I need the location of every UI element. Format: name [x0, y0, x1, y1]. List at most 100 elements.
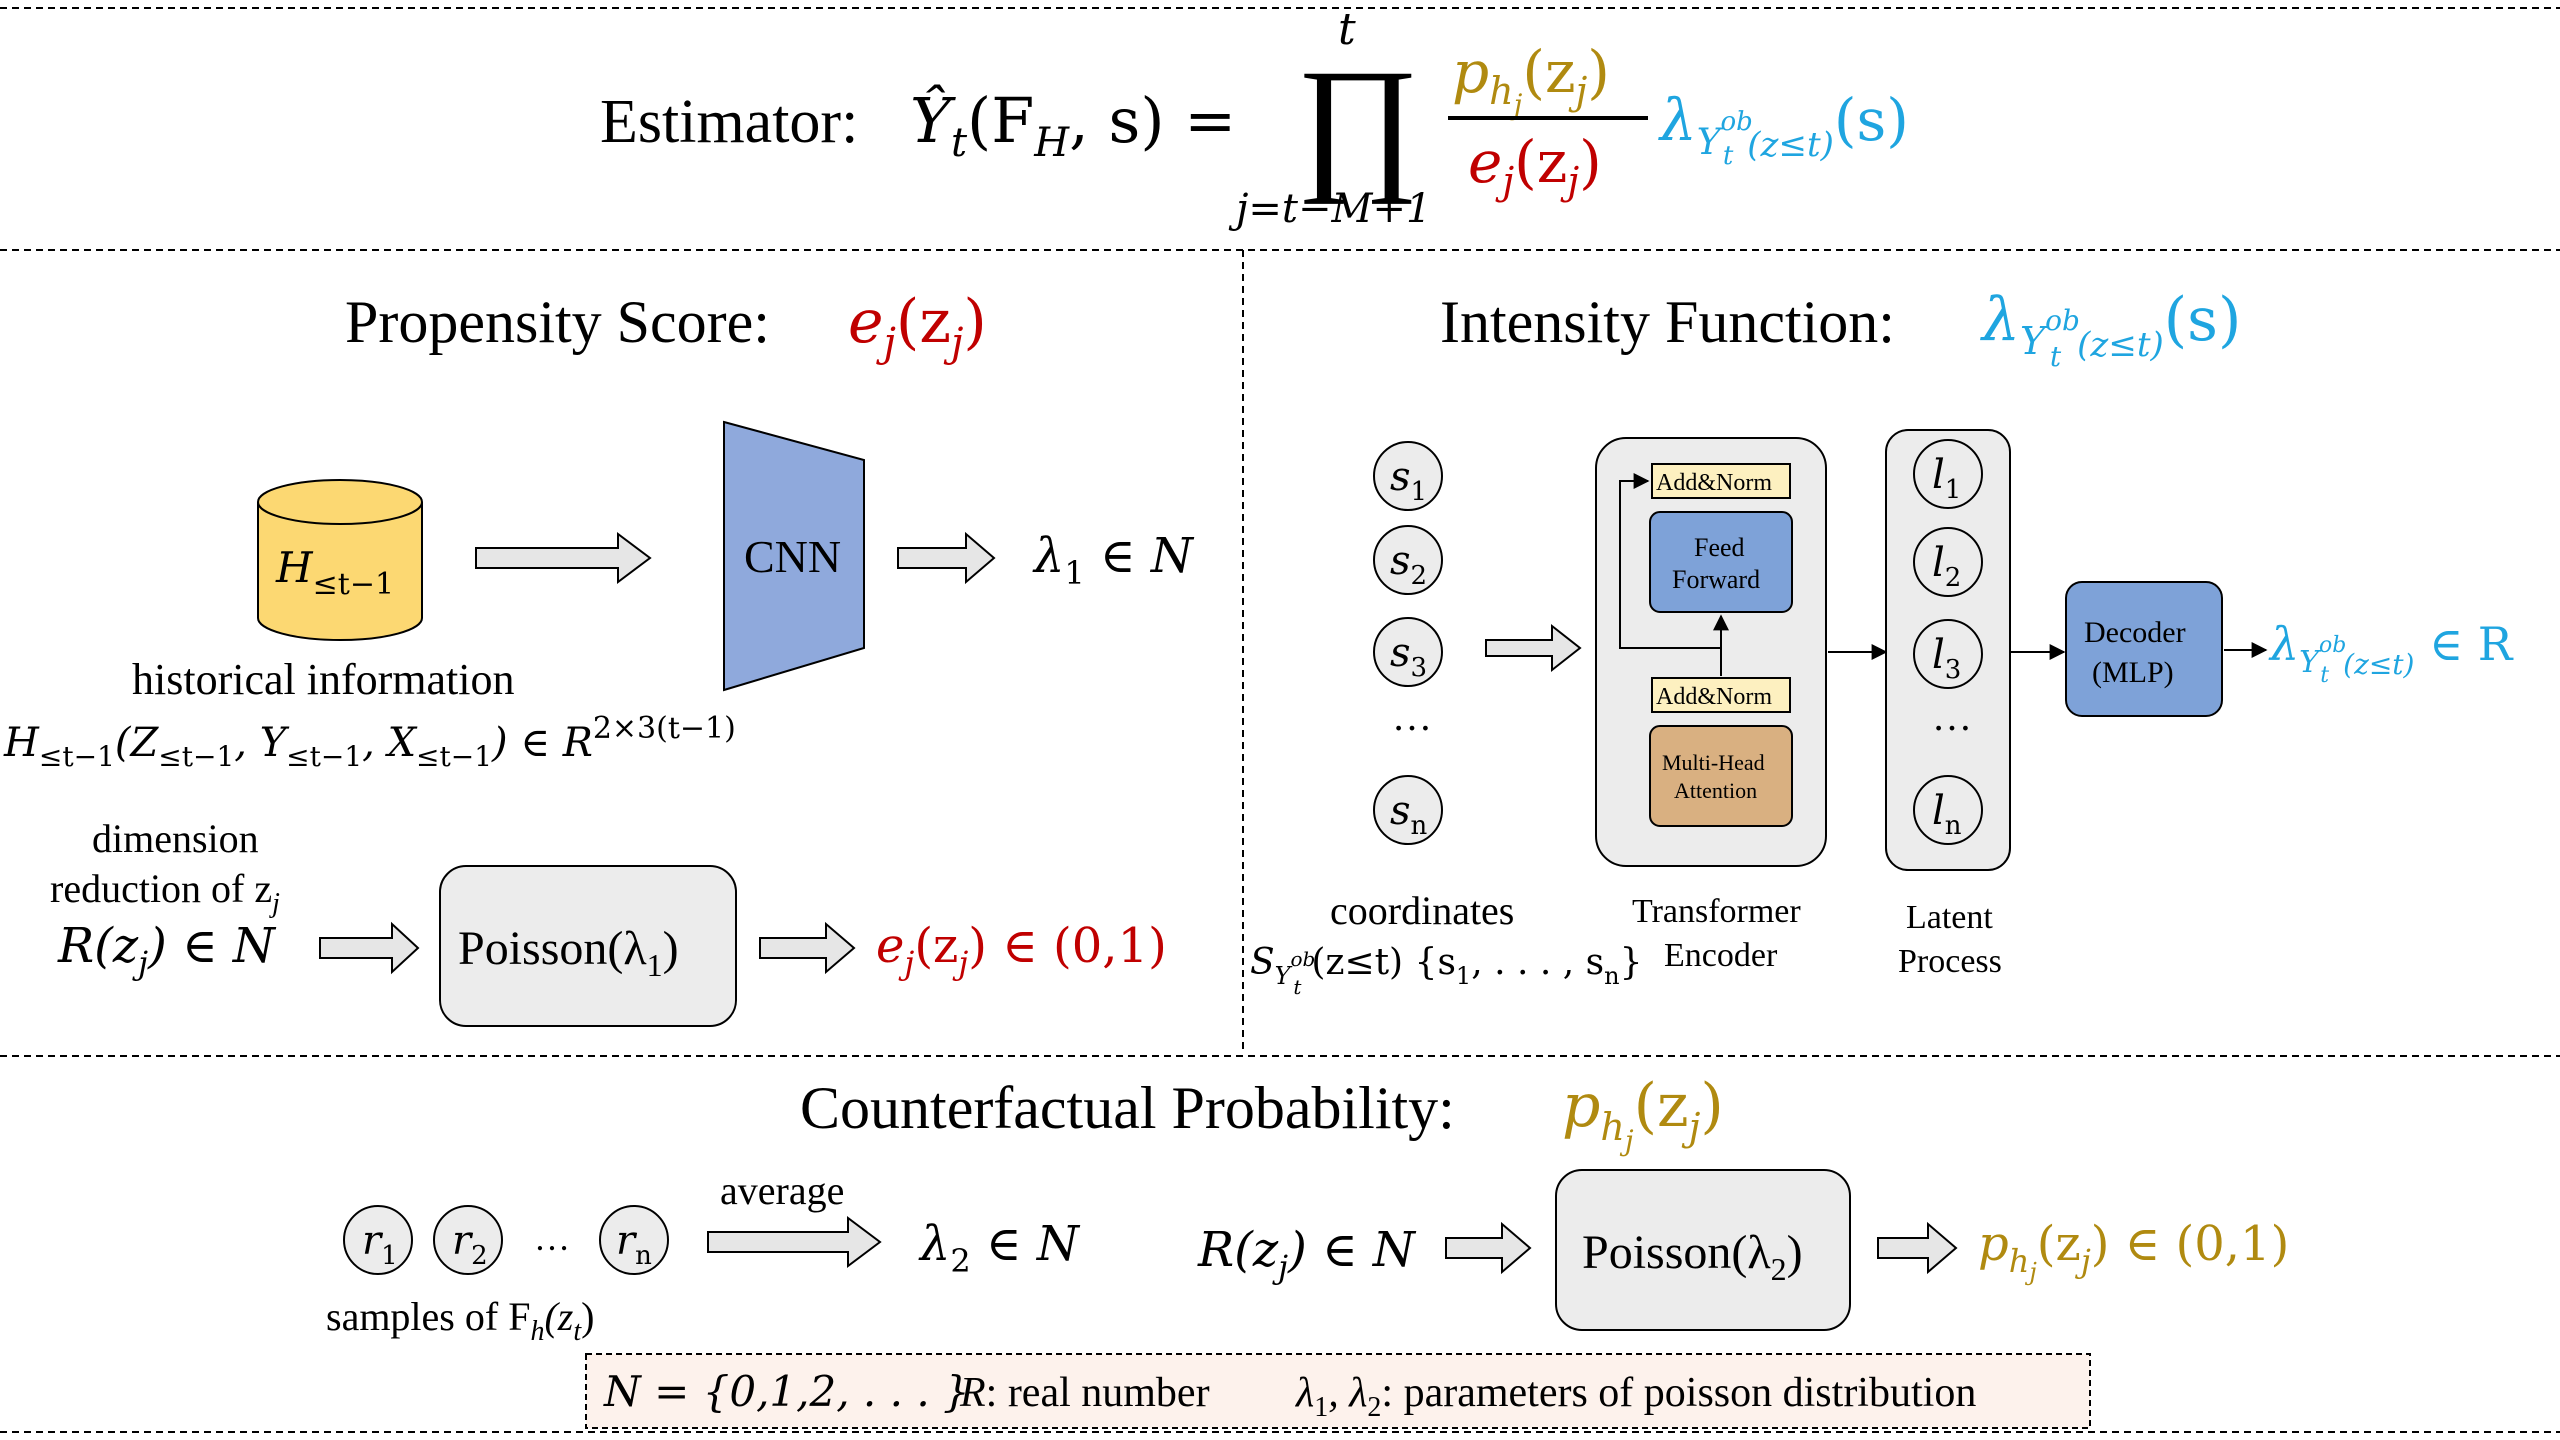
sample-label-rn: rn [616, 1218, 652, 1271]
mha-line2: Attention [1674, 778, 1757, 803]
feed-forward-line1: Feed [1694, 533, 1745, 562]
decoder-line2: (MLP) [2092, 656, 2174, 689]
dimension-line2: reduction of zj [50, 866, 280, 919]
multi-head-attention-block [1649, 725, 1793, 827]
addnorm-top [1651, 463, 1791, 499]
sample-node-rn [599, 1205, 669, 1275]
feed-forward-block [1649, 511, 1793, 613]
arrow-to-ph [1877, 1221, 1958, 1275]
estimator-label: Estimator: [600, 88, 858, 156]
product-lower: j=t−M+1 [1228, 186, 1431, 232]
latent-label-l1: l1 [1932, 452, 1961, 505]
propensity-section: Propensity Score: ej(zj) H≤t−1 CNN λ1 ∈ … [3, 287, 1195, 1027]
coordinates-formula: SYob t(z≤t) {s1, . . . , sn} [1250, 942, 1643, 999]
estimator-denominator: ej(zj) [1468, 128, 1602, 203]
historical-info-label: historical information [132, 655, 514, 704]
arrow-average [707, 1216, 882, 1268]
input-label-s2: s2 [1390, 538, 1427, 591]
feed-forward-line2: Forward [1672, 565, 1760, 594]
sample-label-r2: r2 [452, 1218, 488, 1271]
coordinates-label: coordinates [1330, 888, 1514, 933]
intensity-title: Intensity Function: [1440, 289, 1895, 355]
encoder-caption-line1: Transformer [1632, 893, 1801, 930]
counterfactual-title-math: phj(zj) [1562, 1071, 1724, 1157]
latent-caption-line1: Latent [1906, 899, 1993, 936]
counterfactual-section: Counterfactual Probability: phj(zj) r1 r… [326, 1071, 2289, 1347]
legend-n-def: N = {0,1,2, . . . } [603, 1367, 970, 1416]
sample-node-r2 [433, 1205, 503, 1275]
counterfactual-rz: R(zj) ∈ N [1197, 1222, 1417, 1286]
intensity-section: Intensity Function: λYob t (z≤t)(s) s1 s2 … [1250, 285, 2514, 999]
latent-ellipsis: … [1932, 694, 1972, 739]
decoder-block [2065, 581, 2223, 717]
legend-r-def: R: real number [959, 1370, 1210, 1416]
latent-label-l2: l2 [1932, 540, 1961, 593]
arrow-to-poisson1 [319, 921, 420, 975]
addnorm-top-label: Add&Norm [1656, 470, 1772, 496]
sample-node-r1 [343, 1205, 413, 1275]
encoder-caption-line2: Encoder [1664, 937, 1778, 974]
input-coordinates: s1 s2 s3 … sn [1373, 441, 1443, 845]
lambda2-output: λ2 ∈ N [918, 1216, 1081, 1280]
latent-label-ln: ln [1932, 788, 1962, 841]
sample-label-r1: r1 [362, 1218, 398, 1271]
input-node-s2 [1373, 525, 1443, 595]
input-node-s1 [1373, 441, 1443, 511]
ph-output: phj(zj) ∈ (0,1) [1978, 1216, 2289, 1286]
lambda1-output: λ1 ∈ N [1032, 528, 1195, 592]
arrow-to-poisson2 [1445, 1221, 1532, 1275]
ej-output: ej(zj) ∈ (0,1) [876, 918, 1167, 982]
input-node-s3 [1373, 617, 1443, 687]
encoder-connectors [1619, 473, 2066, 676]
decoder-line1: Decoder [2084, 616, 2186, 649]
cnn-label: CNN [744, 531, 841, 582]
estimator-numerator: phj(zj) [1452, 38, 1610, 121]
latent-label-l3: l3 [1932, 632, 1961, 685]
latent-node-l1 [1913, 439, 1983, 509]
arrow-to-lambda1 [897, 531, 996, 585]
intensity-output: λYob t (z≤t) ∈ R [2268, 617, 2514, 688]
legend-box [585, 1353, 2091, 1429]
arrow-to-ej [759, 921, 856, 975]
estimator-lambda: λYob t (z≤t)(s) [1658, 86, 1909, 171]
arrow-to-encoder [1485, 623, 1582, 673]
history-database-icon [257, 479, 423, 641]
legend: N = {0,1,2, . . . } R: real number λ1, λ… [585, 1353, 2091, 1429]
average-label: average [720, 1168, 844, 1213]
addnorm-bottom-label: Add&Norm [1656, 684, 1772, 710]
poisson2-box [1555, 1169, 1851, 1331]
sample-nodes: r1 r2 … rn [343, 1205, 669, 1275]
propensity-title: Propensity Score: [345, 289, 770, 355]
dimension-line1: dimension [92, 816, 259, 861]
legend-lambda-def: λ1, λ2: parameters of poisson distributi… [1294, 1370, 1976, 1423]
intensity-title-math: λYob t (z≤t)(s) [1980, 285, 2241, 373]
product-upper: t [1338, 4, 1356, 55]
mha-line1: Multi-Head [1662, 750, 1765, 775]
arrow-to-cnn [475, 532, 652, 584]
latent-caption-line2: Process [1898, 943, 2002, 980]
input-label-sn: sn [1390, 788, 1428, 841]
cylinder-label: H≤t−1 [275, 543, 394, 602]
poisson1-label: Poisson(λ1) [458, 922, 679, 983]
input-label-s1: s1 [1390, 454, 1427, 507]
poisson1-box [439, 865, 737, 1027]
latent-node-ln [1913, 775, 1983, 845]
historical-info-formula: H≤t−1(Z≤t−1, Y≤t−1, X≤t−1) ∈ R2×3(t−1) [3, 711, 736, 773]
addnorm-bottom [1651, 677, 1791, 713]
sample-ellipsis: … [534, 1218, 570, 1258]
samples-label: samples of Fh(zt) [326, 1294, 594, 1347]
product-symbol: ∏ [1296, 39, 1420, 205]
propensity-rz: R(zj) ∈ N [57, 918, 277, 982]
propensity-title-math: ej(zj) [848, 287, 987, 366]
cnn-block [723, 420, 865, 692]
input-ellipsis: … [1392, 694, 1432, 739]
estimator-section: Estimator: Ŷt(FH, s) = t ∏ j=t−M+1 phj(z… [600, 4, 1909, 232]
section-dividers [0, 7, 2560, 1433]
latent-node-l3 [1913, 619, 1983, 689]
input-label-s3: s3 [1390, 630, 1427, 683]
latent-nodes: l1 l2 l3 … ln [1913, 439, 1983, 845]
latent-node-l2 [1913, 527, 1983, 597]
poisson2-label: Poisson(λ2) [1582, 1226, 1803, 1287]
